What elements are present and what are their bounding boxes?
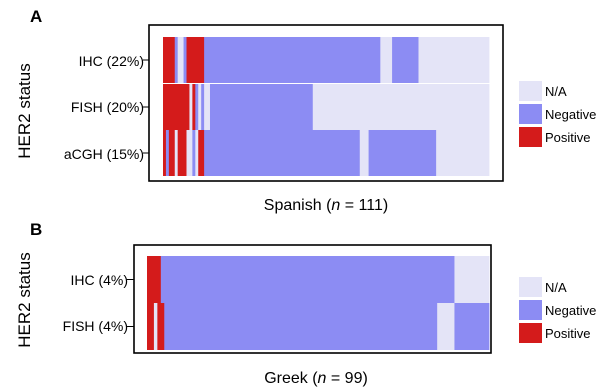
heatmap-cell-positive — [157, 303, 165, 350]
heatmap-cell-positive — [147, 256, 162, 303]
panel-b-row-label-fish: FISH (4%) — [63, 318, 128, 334]
heatmap-cell-negative — [195, 84, 199, 130]
heatmap-cell-na — [177, 37, 184, 83]
heatmap-cell-positive — [163, 84, 190, 130]
heatmap-cell-na — [437, 303, 455, 350]
legend-swatch-na — [519, 81, 542, 101]
heatmap-cell-negative — [400, 130, 437, 176]
legend-swatch-negative — [519, 300, 542, 320]
panel-a: A HER2 status IHC (22%) FISH (20%) aCGH … — [15, 7, 596, 214]
heatmap-cell-na — [198, 84, 202, 130]
heatmap-cell-negative — [204, 37, 381, 83]
panel-a-row-label-ihc: IHC (22%) — [79, 53, 144, 69]
legend-label-positive: Positive — [545, 326, 591, 341]
heatmap-cell-positive — [163, 130, 167, 176]
legend-swatch-negative — [519, 104, 542, 124]
panel-b-xlabel-prefix: Greek ( — [264, 370, 318, 387]
heatmap-cell-negative — [164, 303, 438, 350]
legend-label-na: N/A — [545, 280, 567, 295]
legend-label-na: N/A — [545, 84, 567, 99]
panel-b-legend: N/A Negative Positive — [519, 277, 596, 343]
heatmap-cell-na — [195, 130, 199, 176]
heatmap-cell-negative — [160, 256, 455, 303]
panel-b-xlabel-n: n — [318, 370, 327, 387]
legend-label-positive: Positive — [545, 130, 591, 145]
panel-a-xlabel-suffix: = 111) — [340, 197, 388, 214]
heatmap-cell-na — [436, 130, 490, 176]
heatmap-cell-na — [359, 130, 369, 176]
heatmap-cell-negative — [201, 84, 205, 130]
panel-a-row-label-acgh: aCGH (15%) — [64, 146, 144, 162]
heatmap-cell-positive — [198, 130, 205, 176]
panel-b-letter: B — [30, 220, 42, 239]
legend-label-negative: Negative — [545, 303, 596, 318]
heatmap-cell-negative — [174, 37, 179, 83]
heatmap-cell-positive — [177, 130, 187, 176]
heatmap-cell-negative — [259, 84, 314, 130]
panel-a-row-label-fish: FISH (20%) — [71, 99, 144, 115]
panel-b-ylabel: HER2 status — [15, 252, 34, 347]
heatmap-cell-positive — [186, 37, 205, 83]
plot-frame — [133, 244, 492, 354]
heatmap-cell-negative — [204, 130, 361, 176]
heatmap-cell-positive — [192, 84, 196, 130]
heatmap-cell-na — [153, 303, 158, 350]
heatmap-cell-negative — [209, 84, 261, 130]
heatmap-cell-positive — [147, 303, 155, 350]
panel-b-heatmap — [127, 244, 492, 354]
legend-label-negative: Negative — [545, 107, 596, 122]
panel-b: B HER2 status IHC (4%) FISH (4%) Greek (… — [15, 220, 596, 387]
panel-a-letter: A — [30, 7, 42, 26]
panel-a-xlabel-prefix: Spanish ( — [264, 197, 332, 214]
legend-swatch-positive — [519, 323, 542, 343]
heatmap-cell-negative — [192, 130, 196, 176]
panel-b-xlabel-suffix: = 99) — [326, 370, 367, 387]
panel-a-legend: N/A Negative Positive — [519, 81, 596, 147]
panel-a-xlabel: Spanish (n = 111) — [264, 197, 388, 214]
panel-b-row-label-ihc: IHC (4%) — [70, 272, 128, 288]
heatmap-cell-negative — [165, 130, 170, 176]
heatmap-cell-na — [418, 37, 490, 83]
panel-a-ylabel: HER2 status — [15, 63, 34, 158]
panel-a-xlabel-n: n — [331, 197, 340, 214]
heatmap-cell-na — [380, 37, 393, 83]
panel-b-xlabel: Greek (n = 99) — [264, 370, 368, 387]
heatmap-cell-negative — [183, 37, 187, 83]
heatmap-cell-na — [174, 130, 179, 176]
heatmap-cell-negative — [454, 303, 490, 350]
heatmap-cell-positive — [163, 37, 176, 83]
legend-swatch-positive — [519, 127, 542, 147]
heatmap-cell-na — [189, 84, 193, 130]
heatmap-cell-positive — [168, 130, 176, 176]
legend-swatch-na — [519, 277, 542, 297]
heatmap-cell-na — [186, 130, 193, 176]
panel-a-heatmap — [143, 24, 504, 182]
heatmap-cell-negative — [392, 37, 419, 83]
heatmap-cell-na — [312, 84, 490, 130]
heatmap-cell-na — [204, 84, 211, 130]
heatmap-cell-negative — [368, 130, 402, 176]
heatmap-cell-na — [454, 256, 490, 303]
plot-frame — [148, 24, 504, 182]
